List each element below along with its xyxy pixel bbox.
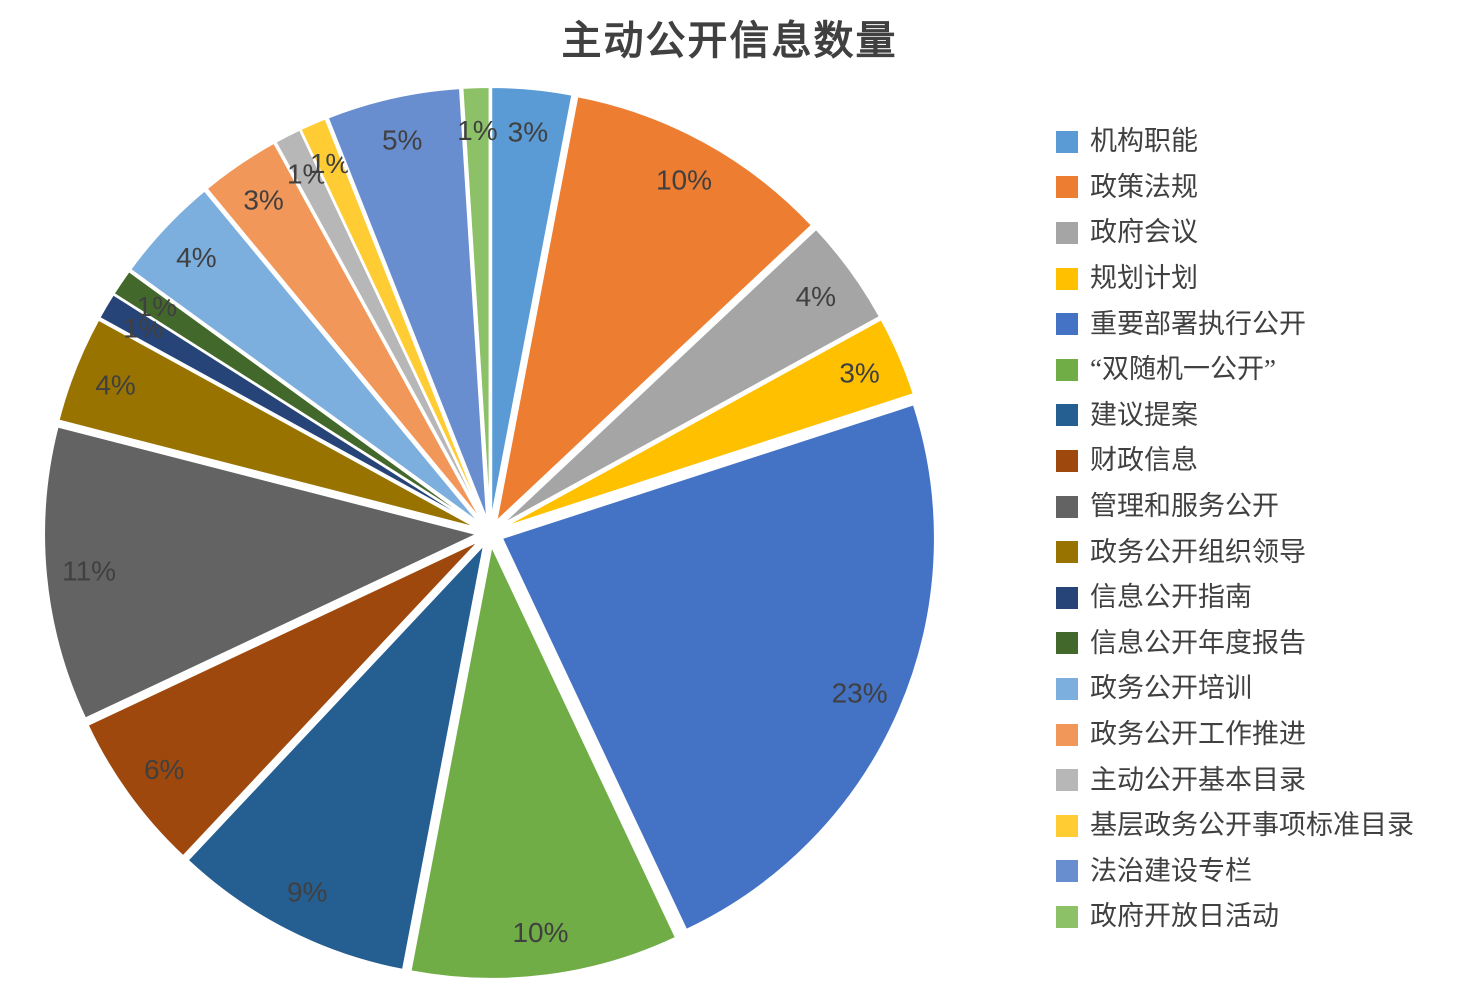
legend-label-16: 法治建设专栏 <box>1090 855 1252 886</box>
pie-slice-9 <box>57 318 479 530</box>
legend-label-10: 信息公开指南 <box>1090 582 1252 613</box>
data-label-0: 3% <box>508 117 548 148</box>
pie-slice-13 <box>205 141 484 524</box>
legend-item-7: 财政信息 <box>1056 438 1414 484</box>
data-label-7: 6% <box>144 754 184 785</box>
legend-swatch-5 <box>1056 358 1078 381</box>
legend-swatch-9 <box>1056 541 1078 564</box>
legend-swatch-6 <box>1056 404 1078 427</box>
data-label-17: 1% <box>457 115 497 146</box>
legend-label-5: “双随机一公开” <box>1090 354 1276 385</box>
legend-swatch-0 <box>1056 130 1078 153</box>
legend-label-0: 机构职能 <box>1090 126 1198 157</box>
pie-slice-17 <box>461 86 491 522</box>
data-label-4: 23% <box>832 677 888 708</box>
legend-swatch-15 <box>1056 814 1078 837</box>
data-label-12: 4% <box>176 242 216 273</box>
legend-item-12: 政务公开培训 <box>1056 666 1414 712</box>
legend-swatch-2 <box>1056 221 1078 244</box>
legend-label-2: 政府会议 <box>1090 217 1198 248</box>
pie-slice-0 <box>490 86 574 522</box>
legend-item-4: 重要部署执行公开 <box>1056 301 1414 347</box>
data-label-8: 11% <box>62 555 116 586</box>
legend-item-2: 政府会议 <box>1056 210 1414 256</box>
legend-swatch-1 <box>1056 176 1078 199</box>
data-label-16: 5% <box>382 125 422 156</box>
pie-slice-5 <box>409 544 677 980</box>
legend-swatch-12 <box>1056 677 1078 700</box>
legend-swatch-17 <box>1056 905 1078 928</box>
data-label-9: 4% <box>95 369 135 400</box>
pie-slice-1 <box>495 95 813 523</box>
legend-label-7: 财政信息 <box>1090 445 1198 476</box>
legend-item-8: 管理和服务公开 <box>1056 484 1414 530</box>
pie-slice-6 <box>186 543 486 971</box>
legend-item-13: 政务公开工作推进 <box>1056 712 1414 758</box>
legend-label-15: 基层政务公开事项标准目录 <box>1090 810 1414 841</box>
data-label-1: 10% <box>656 165 712 196</box>
legend-swatch-16 <box>1056 860 1078 883</box>
pie-slice-16 <box>326 87 489 522</box>
pie-slice-4 <box>500 403 936 931</box>
data-label-13: 3% <box>243 184 283 215</box>
legend-item-6: 建议提案 <box>1056 393 1414 439</box>
legend-item-3: 规划计划 <box>1056 256 1414 302</box>
legend-item-0: 机构职能 <box>1056 119 1414 165</box>
legend-label-8: 管理和服务公开 <box>1090 491 1279 522</box>
pie-slice-7 <box>86 539 481 858</box>
legend-label-6: 建议提案 <box>1090 399 1198 430</box>
pie-slice-11 <box>112 270 481 527</box>
legend-swatch-8 <box>1056 495 1078 518</box>
legend-swatch-13 <box>1056 723 1078 746</box>
chart-legend: 机构职能政策法规政府会议规划计划重要部署执行公开 “双随机一公开” 建议提案财政信息… <box>1056 119 1414 940</box>
legend-label-9: 政务公开组织领导 <box>1090 536 1306 567</box>
legend-item-11: 信息公开年度报告 <box>1056 621 1414 667</box>
legend-swatch-3 <box>1056 267 1078 290</box>
legend-item-14: 主动公开基本目录 <box>1056 757 1414 803</box>
legend-label-11: 信息公开年度报告 <box>1090 627 1306 658</box>
legend-item-5: “双随机一公开” <box>1056 347 1414 393</box>
legend-item-16: 法治建设专栏 <box>1056 849 1414 895</box>
pie-plot-area: 3%10%4%3%23%10%9%6%11%4%1%1%4%3%1%1%5% 1% <box>43 86 936 980</box>
data-label-3: 3% <box>839 358 879 389</box>
legend-label-12: 政务公开培训 <box>1090 673 1252 704</box>
legend-item-9: 政务公开组织领导 <box>1056 529 1414 575</box>
legend-label-17: 政府开放日活动 <box>1090 901 1279 932</box>
pie-slice-15 <box>299 117 486 523</box>
legend-label-14: 主动公开基本目录 <box>1090 764 1306 795</box>
pie-slice-3 <box>500 318 915 529</box>
data-label-5: 10% <box>512 917 568 948</box>
chart-title: 主动公开信息数量 <box>561 18 898 63</box>
legend-swatch-10 <box>1056 586 1078 609</box>
legend-item-10: 信息公开指南 <box>1056 575 1414 621</box>
legend-swatch-11 <box>1056 632 1078 655</box>
data-label-2: 4% <box>796 281 836 312</box>
legend-swatch-4 <box>1056 313 1078 336</box>
legend-label-13: 政务公开工作推进 <box>1090 719 1306 750</box>
data-label-6: 9% <box>287 876 327 907</box>
legend-label-4: 重要部署执行公开 <box>1090 308 1306 339</box>
legend-swatch-14 <box>1056 769 1078 792</box>
legend-item-15: 基层政务公开事项标准目录 <box>1056 803 1414 849</box>
legend-label-3: 规划计划 <box>1090 263 1198 294</box>
pie-slice-12 <box>129 189 482 526</box>
legend-swatch-7 <box>1056 449 1078 472</box>
legend-item-1: 政策法规 <box>1056 165 1414 211</box>
legend-label-1: 政策法规 <box>1090 171 1198 202</box>
legend-item-17: 政府开放日活动 <box>1056 894 1414 940</box>
pie-slice-8 <box>43 425 479 720</box>
pie-slice-2 <box>499 227 881 527</box>
